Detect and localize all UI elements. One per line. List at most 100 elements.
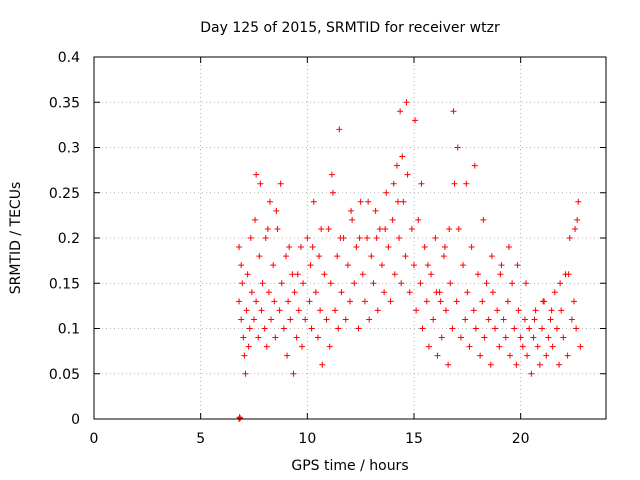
data-point [332, 307, 339, 314]
y-tick-label: 0.15 [49, 276, 80, 292]
data-point [270, 262, 277, 269]
data-point [299, 343, 305, 350]
data-point [479, 298, 486, 305]
data-point [323, 316, 330, 323]
data-point [441, 244, 448, 251]
data-point [397, 108, 404, 115]
y-tick-label: 0.3 [58, 141, 80, 157]
data-point [268, 316, 275, 323]
data-point [457, 334, 464, 341]
data-point [327, 280, 334, 287]
data-point [283, 253, 289, 260]
x-tick-label: 10 [298, 431, 316, 447]
data-point [430, 316, 437, 323]
data-point [325, 225, 332, 232]
data-point [300, 280, 307, 287]
y-tick-label: 0.1 [58, 322, 80, 338]
data-point [471, 162, 478, 169]
data-point [523, 280, 529, 287]
data-point [481, 334, 488, 341]
data-point [334, 253, 341, 260]
data-point [348, 207, 355, 214]
data-point [338, 289, 345, 296]
data-point [488, 253, 495, 260]
data-point [319, 361, 326, 368]
data-point [368, 253, 375, 260]
data-point [347, 298, 353, 305]
data-point [509, 280, 516, 287]
data-point [295, 307, 302, 314]
data-point [487, 361, 494, 368]
data-point [255, 334, 262, 341]
data-point [449, 325, 456, 332]
data-point [447, 280, 454, 287]
data-point [236, 244, 243, 251]
data-point [355, 325, 362, 332]
data-point [284, 352, 291, 359]
data-point [290, 370, 297, 377]
data-point [455, 225, 462, 232]
data-point [243, 307, 250, 314]
data-point [466, 343, 473, 350]
data-point [504, 298, 511, 305]
data-point [253, 171, 260, 178]
data-point [395, 198, 401, 205]
data-point [524, 352, 531, 359]
data-point [240, 334, 247, 341]
data-point [366, 316, 373, 323]
data-point [489, 289, 496, 296]
data-point [272, 334, 279, 341]
data-point [549, 343, 556, 350]
data-point [556, 361, 563, 368]
data-point [418, 180, 425, 187]
data-point [558, 307, 565, 314]
data-point [511, 325, 518, 332]
data-point [446, 225, 453, 232]
y-tick-label: 0.2 [58, 231, 80, 247]
data-point [497, 271, 504, 278]
data-point [361, 298, 368, 305]
data-point [560, 334, 567, 341]
data-point [517, 334, 524, 341]
data-point [294, 271, 301, 278]
data-point [365, 198, 372, 205]
data-point [382, 225, 389, 232]
data-point [247, 235, 254, 241]
data-point [277, 180, 284, 187]
data-point [389, 216, 396, 223]
y-tick-label: 0.25 [49, 186, 80, 202]
data-point [239, 280, 246, 287]
data-point [528, 370, 535, 377]
data-point [344, 262, 351, 269]
data-point [335, 325, 342, 332]
data-point [425, 343, 432, 350]
data-point [315, 334, 321, 341]
data-point [337, 235, 344, 241]
y-tick-label: 0 [71, 412, 80, 428]
data-point [540, 298, 547, 305]
data-point [574, 216, 581, 223]
data-point [475, 271, 481, 278]
data-point [262, 235, 269, 241]
data-point [419, 325, 426, 332]
data-point [534, 343, 541, 350]
data-point [316, 253, 323, 260]
data-point [312, 289, 319, 296]
data-point [304, 235, 311, 241]
data-point [438, 334, 445, 341]
data-point [321, 271, 328, 278]
data-point [454, 144, 461, 151]
data-point [351, 280, 358, 287]
data-point [494, 307, 501, 314]
data-point [532, 307, 539, 314]
data-point [526, 325, 533, 332]
data-point [480, 216, 487, 223]
data-point [440, 253, 447, 260]
x-axis-label: GPS time / hours [291, 458, 408, 474]
data-point [336, 126, 343, 133]
data-point [519, 343, 526, 350]
data-point [573, 325, 580, 332]
data-point [252, 216, 259, 223]
data-point [505, 244, 512, 251]
